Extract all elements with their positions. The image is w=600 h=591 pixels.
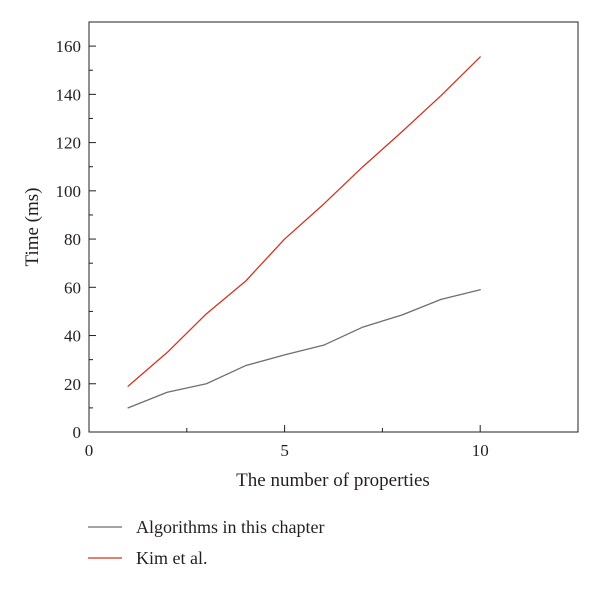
- y-axis-title: Time (ms): [22, 187, 43, 266]
- y-tick-label: 0: [73, 423, 82, 442]
- y-tick-label: 80: [64, 230, 81, 249]
- series-line-algorithms: [127, 289, 481, 409]
- legend-label-kim: Kim et al.: [136, 548, 207, 568]
- y-tick-label: 20: [64, 375, 81, 394]
- y-tick-label: 160: [56, 37, 82, 56]
- y-tick-label: 60: [64, 278, 81, 297]
- y-tick-label: 100: [56, 182, 82, 201]
- x-tick-label: 0: [85, 441, 94, 460]
- series-layer: [127, 56, 481, 409]
- plot-frame: [88, 21, 579, 433]
- x-tick-label: 10: [472, 441, 489, 460]
- x-tick-label: 5: [280, 441, 289, 460]
- y-tick-label: 40: [64, 327, 81, 346]
- y-tick-label: 120: [56, 134, 82, 153]
- x-axis-title: The number of properties: [236, 470, 430, 491]
- y-tick-label: 140: [56, 85, 82, 104]
- legend-label-algorithms: Algorithms in this chapter: [136, 517, 324, 537]
- legend: Algorithms in this chapter Kim et al.: [88, 517, 324, 568]
- series-line-kim: [127, 56, 481, 387]
